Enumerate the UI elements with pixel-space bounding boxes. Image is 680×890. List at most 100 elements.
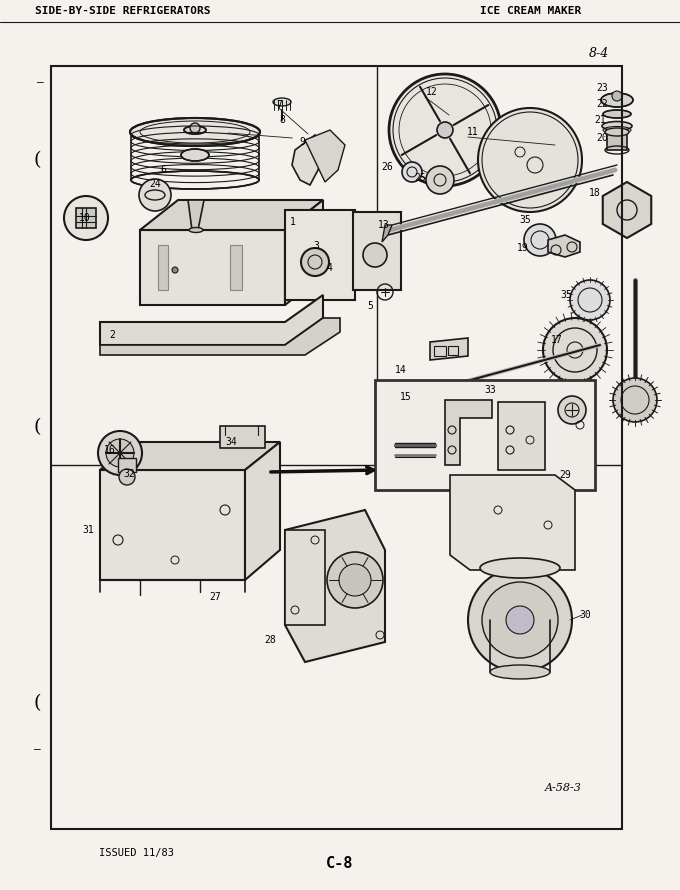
Bar xyxy=(375,380,595,490)
Ellipse shape xyxy=(273,98,291,106)
Text: (: ( xyxy=(33,151,41,169)
Circle shape xyxy=(139,179,171,211)
Polygon shape xyxy=(245,442,280,580)
Text: 7: 7 xyxy=(276,100,282,110)
Text: 17: 17 xyxy=(550,335,562,345)
Bar xyxy=(434,346,446,356)
Text: 14: 14 xyxy=(395,365,407,375)
Text: 21: 21 xyxy=(594,115,607,125)
Polygon shape xyxy=(602,182,651,238)
Circle shape xyxy=(570,280,610,320)
Polygon shape xyxy=(140,230,285,305)
Text: 18: 18 xyxy=(588,188,600,198)
Text: 19: 19 xyxy=(516,243,528,253)
Circle shape xyxy=(437,122,453,138)
Circle shape xyxy=(119,469,135,485)
Polygon shape xyxy=(305,130,345,182)
Polygon shape xyxy=(100,318,340,355)
Polygon shape xyxy=(498,402,545,470)
Text: 33: 33 xyxy=(484,385,496,395)
Circle shape xyxy=(558,396,586,424)
Circle shape xyxy=(106,439,134,467)
Circle shape xyxy=(506,606,534,634)
Polygon shape xyxy=(445,400,492,465)
Text: SIDE-BY-SIDE REFRIGERATORS: SIDE-BY-SIDE REFRIGERATORS xyxy=(35,6,210,16)
Polygon shape xyxy=(230,245,242,290)
Text: 23: 23 xyxy=(596,83,609,93)
Text: 20: 20 xyxy=(596,133,609,143)
Text: 16: 16 xyxy=(104,445,116,455)
Circle shape xyxy=(482,582,558,658)
Ellipse shape xyxy=(189,228,203,232)
Circle shape xyxy=(543,318,607,382)
Text: 26: 26 xyxy=(381,162,393,172)
Circle shape xyxy=(468,568,572,672)
Bar xyxy=(220,426,265,448)
Polygon shape xyxy=(285,530,325,625)
Text: 6: 6 xyxy=(160,165,166,175)
Text: A-58-3: A-58-3 xyxy=(545,782,581,793)
Ellipse shape xyxy=(603,110,631,118)
Polygon shape xyxy=(140,200,323,230)
Ellipse shape xyxy=(602,122,632,131)
Ellipse shape xyxy=(480,558,560,578)
Bar xyxy=(448,346,458,355)
Text: 9: 9 xyxy=(300,137,305,147)
Circle shape xyxy=(172,267,178,273)
Circle shape xyxy=(327,552,383,608)
Polygon shape xyxy=(382,225,392,242)
Text: (: ( xyxy=(33,694,41,712)
Polygon shape xyxy=(100,442,280,470)
Ellipse shape xyxy=(184,126,206,134)
Ellipse shape xyxy=(490,665,550,679)
Bar xyxy=(353,212,401,290)
Bar xyxy=(118,458,136,472)
Bar xyxy=(285,210,355,300)
Text: 24: 24 xyxy=(149,179,161,189)
Text: 13: 13 xyxy=(378,220,390,230)
Circle shape xyxy=(339,564,371,596)
Text: —: — xyxy=(37,77,44,87)
Text: 22: 22 xyxy=(596,99,609,109)
Ellipse shape xyxy=(605,128,629,136)
Text: 25: 25 xyxy=(414,173,426,183)
Text: 34: 34 xyxy=(225,437,237,447)
Polygon shape xyxy=(450,475,575,570)
Ellipse shape xyxy=(130,118,260,146)
Bar xyxy=(51,66,622,829)
Text: 12: 12 xyxy=(426,87,438,97)
Text: 2: 2 xyxy=(109,330,115,340)
Text: 10: 10 xyxy=(79,213,91,223)
Ellipse shape xyxy=(601,93,633,107)
Text: ICE CREAM MAKER: ICE CREAM MAKER xyxy=(480,6,581,16)
Text: 29: 29 xyxy=(559,470,571,480)
Text: 3: 3 xyxy=(313,241,319,251)
Circle shape xyxy=(389,74,501,186)
Text: 4: 4 xyxy=(327,263,333,273)
Polygon shape xyxy=(188,200,204,230)
Text: 27: 27 xyxy=(209,592,221,602)
Bar xyxy=(76,208,96,228)
Circle shape xyxy=(426,166,454,194)
Text: ISSUED 11/83: ISSUED 11/83 xyxy=(99,847,173,858)
Polygon shape xyxy=(100,295,323,345)
Text: 35: 35 xyxy=(560,290,572,300)
Polygon shape xyxy=(548,235,580,257)
Polygon shape xyxy=(100,470,245,580)
Text: 35: 35 xyxy=(520,215,532,225)
Circle shape xyxy=(613,378,657,422)
Circle shape xyxy=(478,108,582,212)
Text: 30: 30 xyxy=(579,610,591,620)
Circle shape xyxy=(98,431,142,475)
Circle shape xyxy=(190,123,200,133)
Text: —: — xyxy=(34,744,41,755)
Bar xyxy=(607,132,627,150)
Circle shape xyxy=(612,91,622,101)
Text: 15: 15 xyxy=(399,392,411,402)
Text: 11: 11 xyxy=(466,127,479,137)
Text: 31: 31 xyxy=(82,525,94,535)
Polygon shape xyxy=(408,390,420,404)
Circle shape xyxy=(402,162,422,182)
Polygon shape xyxy=(430,338,468,360)
Circle shape xyxy=(363,243,387,267)
